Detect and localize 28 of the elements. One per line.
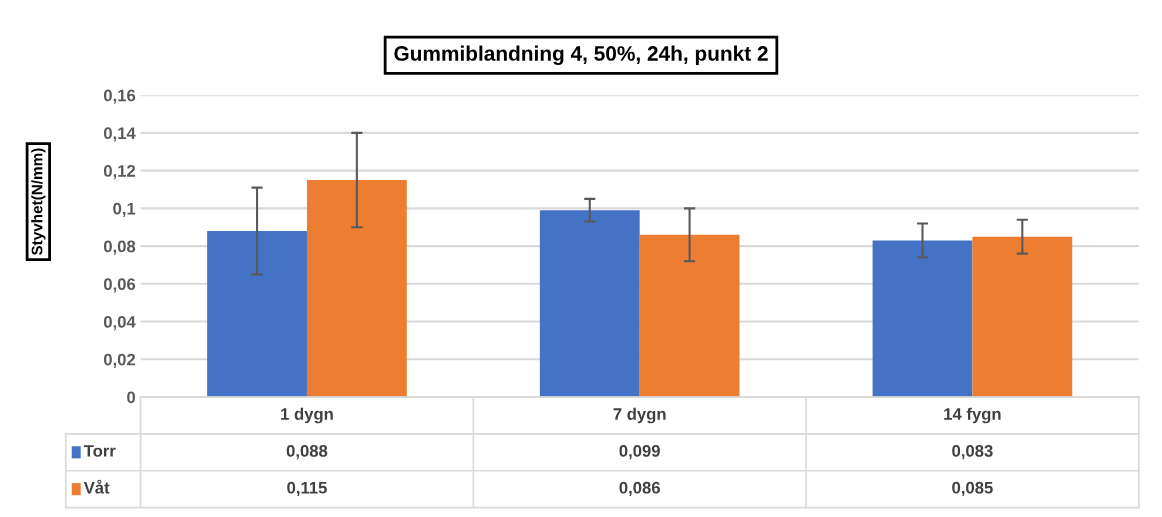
data-label: 0,088 bbox=[286, 444, 328, 460]
x-tick-label: 1 dygn bbox=[281, 407, 333, 424]
data-label: 0,086 bbox=[619, 481, 660, 497]
bar bbox=[872, 240, 973, 398]
bar bbox=[306, 180, 407, 398]
bar bbox=[207, 231, 307, 398]
y-tick-label: 0,1 bbox=[113, 202, 136, 217]
legend-label: Torr bbox=[83, 445, 116, 457]
data-label: 0,115 bbox=[287, 481, 327, 497]
y-tick-label: 0,16 bbox=[103, 89, 136, 104]
y-tick-label: 0,14 bbox=[103, 127, 136, 142]
bar bbox=[972, 236, 1073, 398]
y-tick-label: 0 bbox=[127, 391, 136, 404]
legend-label: Våt bbox=[83, 479, 110, 494]
y-axis-title: Styvhet(N/mm) bbox=[31, 148, 46, 256]
y-tick-label: 0,08 bbox=[103, 240, 136, 255]
data-label: 0,083 bbox=[952, 444, 993, 460]
x-tick-label: 14 fygn bbox=[944, 407, 1001, 424]
x-tick-label: 7 dygn bbox=[613, 407, 666, 424]
bar bbox=[539, 210, 640, 398]
y-tick-label: 0,12 bbox=[103, 165, 136, 180]
bar bbox=[639, 234, 740, 398]
y-tick-label: 0,06 bbox=[103, 278, 136, 293]
chart-title: Gummiblandning 4, 50%, 24h, punkt 2 bbox=[394, 45, 768, 66]
y-tick-label: 0,02 bbox=[103, 353, 136, 368]
data-label: 0,099 bbox=[619, 444, 660, 460]
y-tick-label: 0,04 bbox=[103, 315, 136, 331]
data-label: 0,085 bbox=[952, 481, 993, 497]
